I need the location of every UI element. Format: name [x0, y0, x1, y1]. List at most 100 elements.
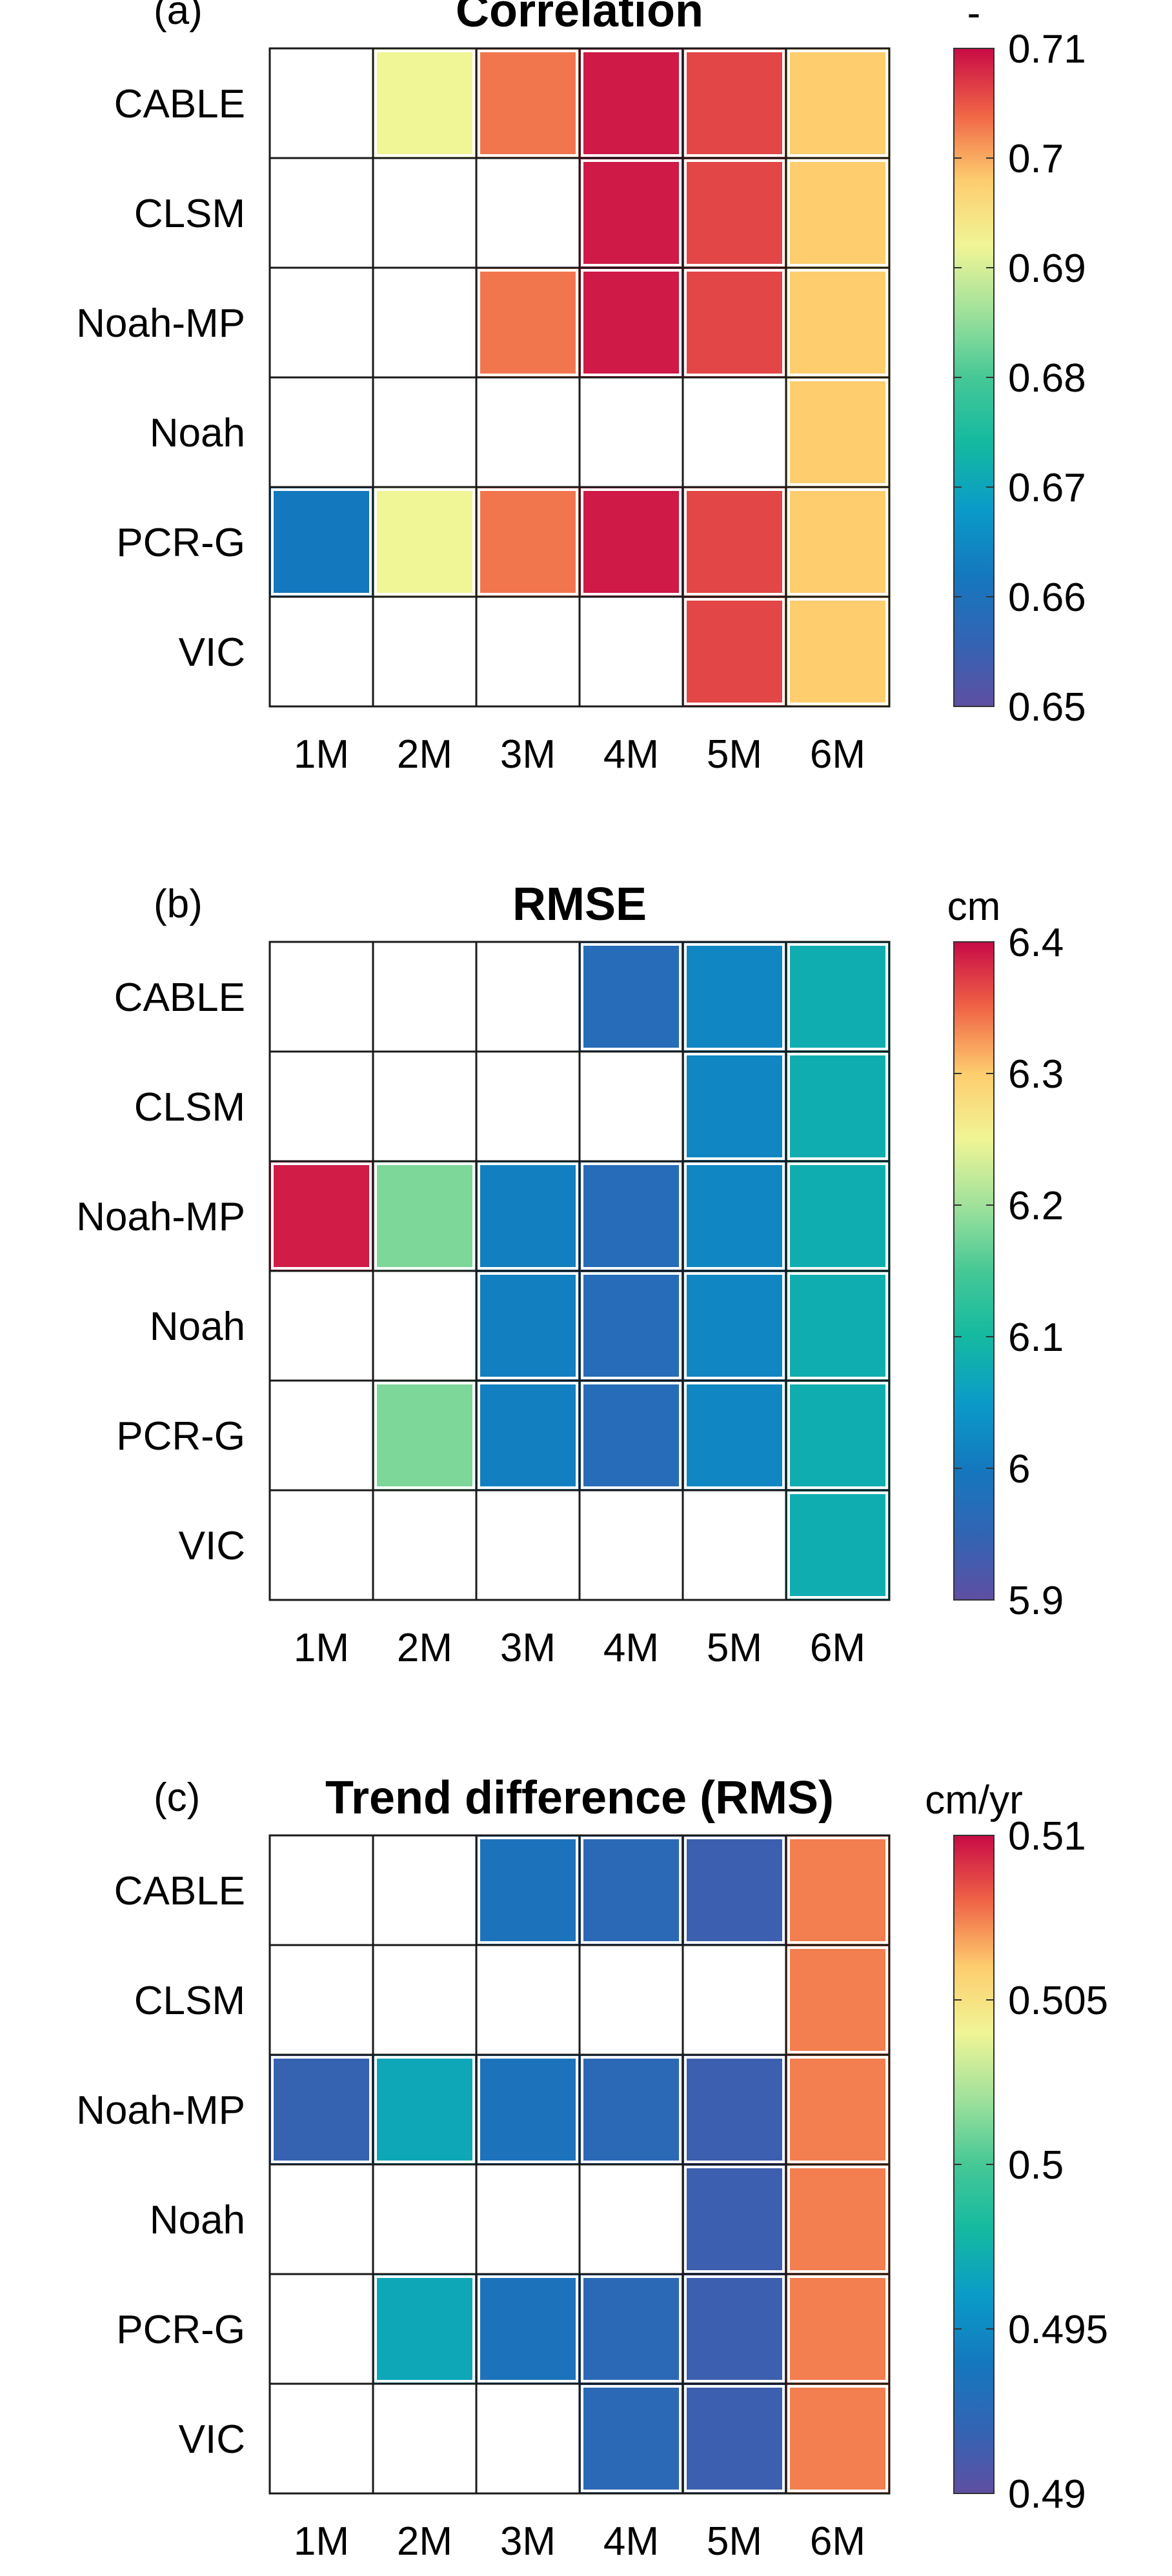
heatmap-cell: [372, 2053, 478, 2166]
heatmap-cell: [578, 595, 684, 708]
heatmap-cell: [475, 595, 581, 708]
heatmap-cell: [268, 2163, 374, 2275]
heatmap-cell: [785, 941, 891, 1053]
heatmap-cell: [372, 1050, 478, 1163]
heatmap-cell: [268, 1270, 374, 1382]
heatmap-cell: [785, 157, 891, 269]
y-tick-label: Noah-MP: [76, 301, 245, 346]
heatmap-cell: [682, 376, 787, 488]
cell-highlight: [478, 1382, 578, 1489]
x-tick-label: 5M: [707, 732, 762, 777]
colorbar-tick-label: 0.495: [1008, 2308, 1108, 2352]
cell-highlight: [478, 2275, 578, 2382]
cell-highlight: [581, 488, 682, 595]
colorbar-tick-label: 6: [1008, 1447, 1030, 1492]
chart-title: Trend difference (RMS): [325, 1772, 834, 1824]
cell-highlight: [374, 2056, 475, 2163]
heatmap-cell: [475, 376, 581, 488]
cell-highlight: [787, 159, 888, 266]
cell-highlight: [787, 1946, 888, 2053]
x-tick-label: 1M: [294, 1626, 349, 1670]
cell-highlight: [787, 943, 888, 1050]
heatmap-cell: [372, 157, 478, 269]
colorbar-tick-label: 0.69: [1008, 246, 1086, 291]
x-tick-label: 1M: [294, 732, 349, 777]
heatmap-cell: [372, 2163, 478, 2275]
heatmap-cell: [682, 1050, 787, 1163]
heatmap-cell: [372, 47, 478, 159]
colorbar-tick-label: 5.9: [1008, 1579, 1064, 1623]
cell-highlight: [581, 1837, 682, 1944]
cell-highlight: [684, 2056, 785, 2163]
cell-highlight: [581, 943, 682, 1050]
heatmap-cell: [785, 486, 891, 598]
heatmap-cell: [682, 595, 787, 708]
heatmap-cell: [475, 2053, 581, 2166]
x-tick-label: 4M: [603, 2519, 659, 2564]
heatmap-cell: [372, 595, 478, 708]
colorbar: [953, 941, 995, 1601]
cell-highlight: [478, 1837, 578, 1944]
cell-highlight: [581, 2275, 682, 2382]
cell-highlight: [581, 50, 682, 157]
cell-highlight: [684, 2275, 785, 2382]
cell-highlight: [271, 1163, 372, 1270]
heatmap-cell: [578, 941, 684, 1053]
heatmap-cell: [268, 486, 374, 598]
panel-b: (b) RMSE CABLE CLSM Noah-MP Noah PCR-G VIC 1M 2M 3…: [76, 879, 1064, 1670]
cell-highlight: [684, 159, 785, 266]
heatmap-cell: [475, 47, 581, 159]
colorbar-tick-label: 6.1: [1008, 1315, 1064, 1360]
cell-highlight: [787, 1837, 888, 1944]
y-tick-label: CLSM: [134, 1979, 245, 2023]
heatmap-cell: [578, 1160, 684, 1272]
heatmap-cell: [785, 1944, 891, 2056]
cell-highlight: [478, 2056, 578, 2163]
heatmap-cell: [578, 47, 684, 159]
colorbar-tick-label: 0.505: [1008, 1979, 1108, 2023]
heatmap-cell: [578, 486, 684, 598]
x-tick-label: 2M: [397, 2519, 452, 2564]
cell-highlight: [787, 1163, 888, 1270]
cell-highlight: [684, 50, 785, 157]
heatmap-cell: [372, 2382, 478, 2495]
heatmap-cell: [578, 1379, 684, 1492]
heatmap-cell: [475, 1834, 581, 1946]
heatmap-cell: [475, 2163, 581, 2275]
colorbar-tick-label: 0.5: [1008, 2143, 1064, 2188]
chart-title: RMSE: [512, 879, 647, 930]
cell-highlight: [581, 1272, 682, 1379]
x-tick-label: 6M: [810, 732, 865, 777]
heatmap-cell: [785, 1834, 891, 1946]
heatmap-cell: [475, 941, 581, 1053]
cell-highlight: [787, 1492, 888, 1599]
heatmap-cell: [372, 486, 478, 598]
heatmap-cell: [372, 266, 478, 379]
cell-highlight: [478, 488, 578, 595]
cell-highlight: [684, 1837, 785, 1944]
heatmap-cell: [578, 1944, 684, 2056]
heatmap-cell: [682, 1379, 787, 1492]
colorbar-unit: -: [967, 0, 981, 35]
colorbar-tick-label: 0.49: [1008, 2472, 1086, 2517]
heatmap-cell: [785, 2273, 891, 2385]
heatmap-cell: [268, 1379, 374, 1492]
heatmap-cell: [268, 157, 374, 269]
heatmap-cell: [372, 2273, 478, 2385]
cell-highlight: [787, 1272, 888, 1379]
x-tick-label: 3M: [500, 1626, 556, 1670]
heatmap-cell: [785, 1050, 891, 1163]
colorbar-tick-label: 6.4: [1008, 921, 1064, 965]
y-tick-label: Noah-MP: [76, 2088, 245, 2133]
panel-a: (a) Correlation CABLE CLSM Noah-MP Noah PCR-G V…: [76, 0, 1086, 777]
x-tick-label: 6M: [810, 2519, 865, 2564]
heatmap-cell: [268, 595, 374, 708]
cell-highlight: [478, 269, 578, 376]
cell-highlight: [374, 50, 475, 157]
cell-highlight: [374, 488, 475, 595]
y-tick-label: VIC: [179, 1524, 245, 1568]
heatmap-cell: [475, 2273, 581, 2385]
cell-highlight: [684, 2385, 785, 2492]
cell-highlight: [787, 1382, 888, 1489]
